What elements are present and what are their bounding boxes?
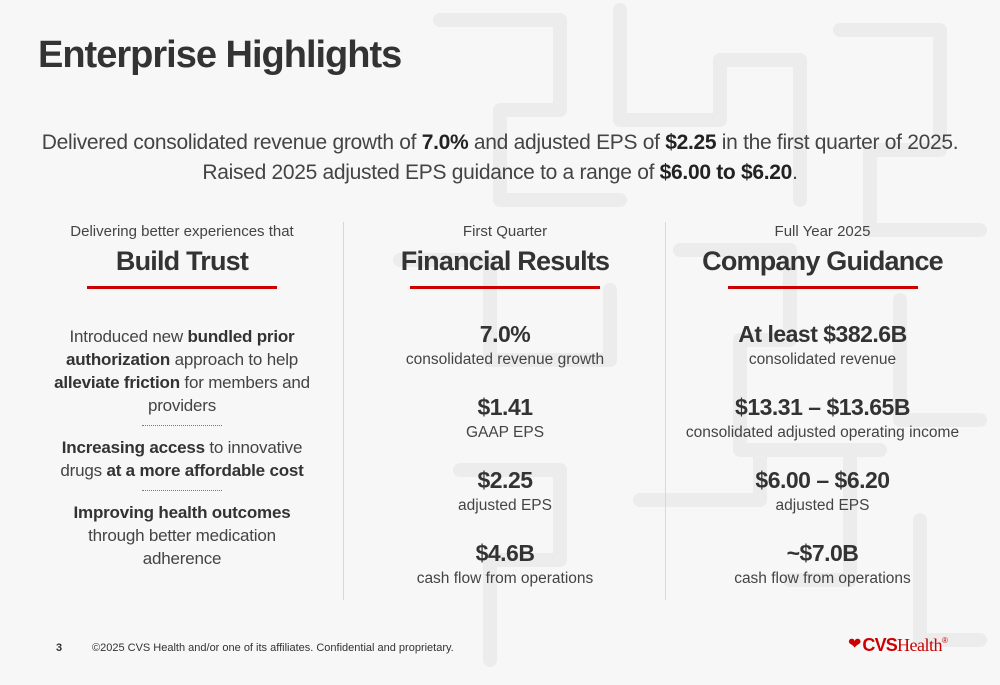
summary-text: .	[792, 161, 798, 184]
dotted-separator	[142, 490, 222, 491]
build-trust-column: Delivering better experiences that Build…	[52, 222, 312, 570]
trust-text: Introduced new	[69, 327, 188, 346]
financial-results-column: First Quarter Financial Results 7.0% con…	[365, 222, 645, 612]
trust-text: through better medication adherence	[88, 526, 276, 568]
metric-label: consolidated adjusted operating income	[685, 424, 960, 441]
metrics-list: 7.0% consolidated revenue growth $1.41 G…	[365, 320, 645, 612]
metric-value: 7.0%	[479, 321, 531, 347]
trust-text: approach to help	[170, 350, 299, 369]
summary-text: Raised 2025 adjusted EPS guidance to a r…	[202, 161, 660, 184]
trust-item: Increasing access to innovative drugs at…	[52, 436, 312, 482]
metric-label: consolidated revenue	[748, 351, 897, 368]
metric-item: $2.25 adjusted EPS	[365, 466, 645, 539]
cvs-health-logo: ❤ CVS Health ®	[848, 634, 948, 656]
trust-item: Improving health outcomes through better…	[52, 501, 312, 570]
metric-value: $6.00 – $6.20	[755, 467, 890, 493]
column-divider	[343, 222, 344, 600]
trust-highlight: alleviate friction	[54, 373, 180, 392]
column-kicker: First Quarter	[462, 223, 548, 240]
metric-value: ~$7.0B	[786, 540, 859, 566]
trust-text: for members and providers	[147, 373, 310, 415]
metric-label: cash flow from operations	[416, 570, 594, 587]
heart-icon: ❤	[848, 636, 862, 653]
metric-item: $1.41 GAAP EPS	[365, 393, 645, 466]
trust-highlight: bundled prior authorization	[65, 327, 295, 369]
logo-mark: ®	[942, 636, 948, 645]
metric-value: $1.41	[477, 394, 533, 420]
summary-text: in the first quarter of 2025.	[716, 131, 959, 154]
metric-value: At least $382.6B	[738, 321, 907, 347]
column-heading: Financial Results	[400, 246, 610, 276]
trust-highlight: Increasing access	[61, 438, 205, 457]
metric-item: 7.0% consolidated revenue growth	[365, 320, 645, 393]
metric-label: adjusted EPS	[458, 497, 552, 514]
copyright-notice: ©2025 CVS Health and/or one of its affil…	[92, 642, 454, 654]
metric-item: $13.31 – $13.65B consolidated adjusted o…	[680, 393, 965, 466]
trust-text: to innovative drugs	[60, 438, 303, 480]
metric-label: GAAP EPS	[465, 424, 545, 441]
metrics-list: At least $382.6B consolidated revenue $1…	[680, 320, 965, 612]
page-number: 3	[56, 642, 63, 654]
column-divider	[665, 222, 666, 600]
summary-highlight: $2.25	[665, 131, 717, 154]
trust-highlight: at a more affordable cost	[106, 461, 304, 480]
summary-highlight: 7.0%	[421, 131, 469, 154]
summary: Delivered consolidated revenue growth of…	[0, 128, 1000, 188]
metric-item: ~$7.0B cash flow from operations	[680, 539, 965, 612]
metric-value: $4.6B	[475, 540, 535, 566]
metric-label: cash flow from operations	[734, 570, 911, 587]
dotted-separator	[142, 425, 222, 426]
page-title: Enterprise Highlights	[38, 34, 402, 76]
logo-health-text: Health	[897, 634, 943, 655]
metric-value: $2.25	[477, 467, 533, 493]
metric-item: At least $382.6B consolidated revenue	[680, 320, 965, 393]
trust-item: Introduced new bundled prior authorizati…	[52, 325, 312, 417]
summary-text: and adjusted EPS of	[468, 131, 666, 154]
metric-label: consolidated revenue growth	[405, 351, 605, 368]
metric-label: adjusted EPS	[775, 497, 870, 514]
red-underline	[410, 286, 600, 289]
summary-line-1: Delivered consolidated revenue growth of…	[0, 128, 1000, 158]
logo-cvs-text: CVS	[862, 634, 898, 655]
metric-value: $13.31 – $13.65B	[735, 394, 910, 420]
metric-item: $4.6B cash flow from operations	[365, 539, 645, 612]
summary-text: Delivered consolidated revenue growth of	[41, 131, 422, 154]
summary-line-2: Raised 2025 adjusted EPS guidance to a r…	[0, 158, 1000, 188]
column-heading: Build Trust	[115, 246, 249, 276]
red-underline	[87, 286, 277, 289]
summary-highlight: $6.00 to $6.20	[659, 161, 793, 184]
metric-item: $6.00 – $6.20 adjusted EPS	[680, 466, 965, 539]
column-kicker: Full Year 2025	[774, 223, 871, 240]
red-underline	[727, 286, 918, 289]
column-heading: Company Guidance	[702, 246, 944, 276]
company-guidance-column: Full Year 2025 Company Guidance At least…	[680, 222, 965, 612]
trust-highlight: Improving health outcomes	[73, 503, 291, 522]
column-kicker: Delivering better experiences that	[70, 223, 294, 240]
